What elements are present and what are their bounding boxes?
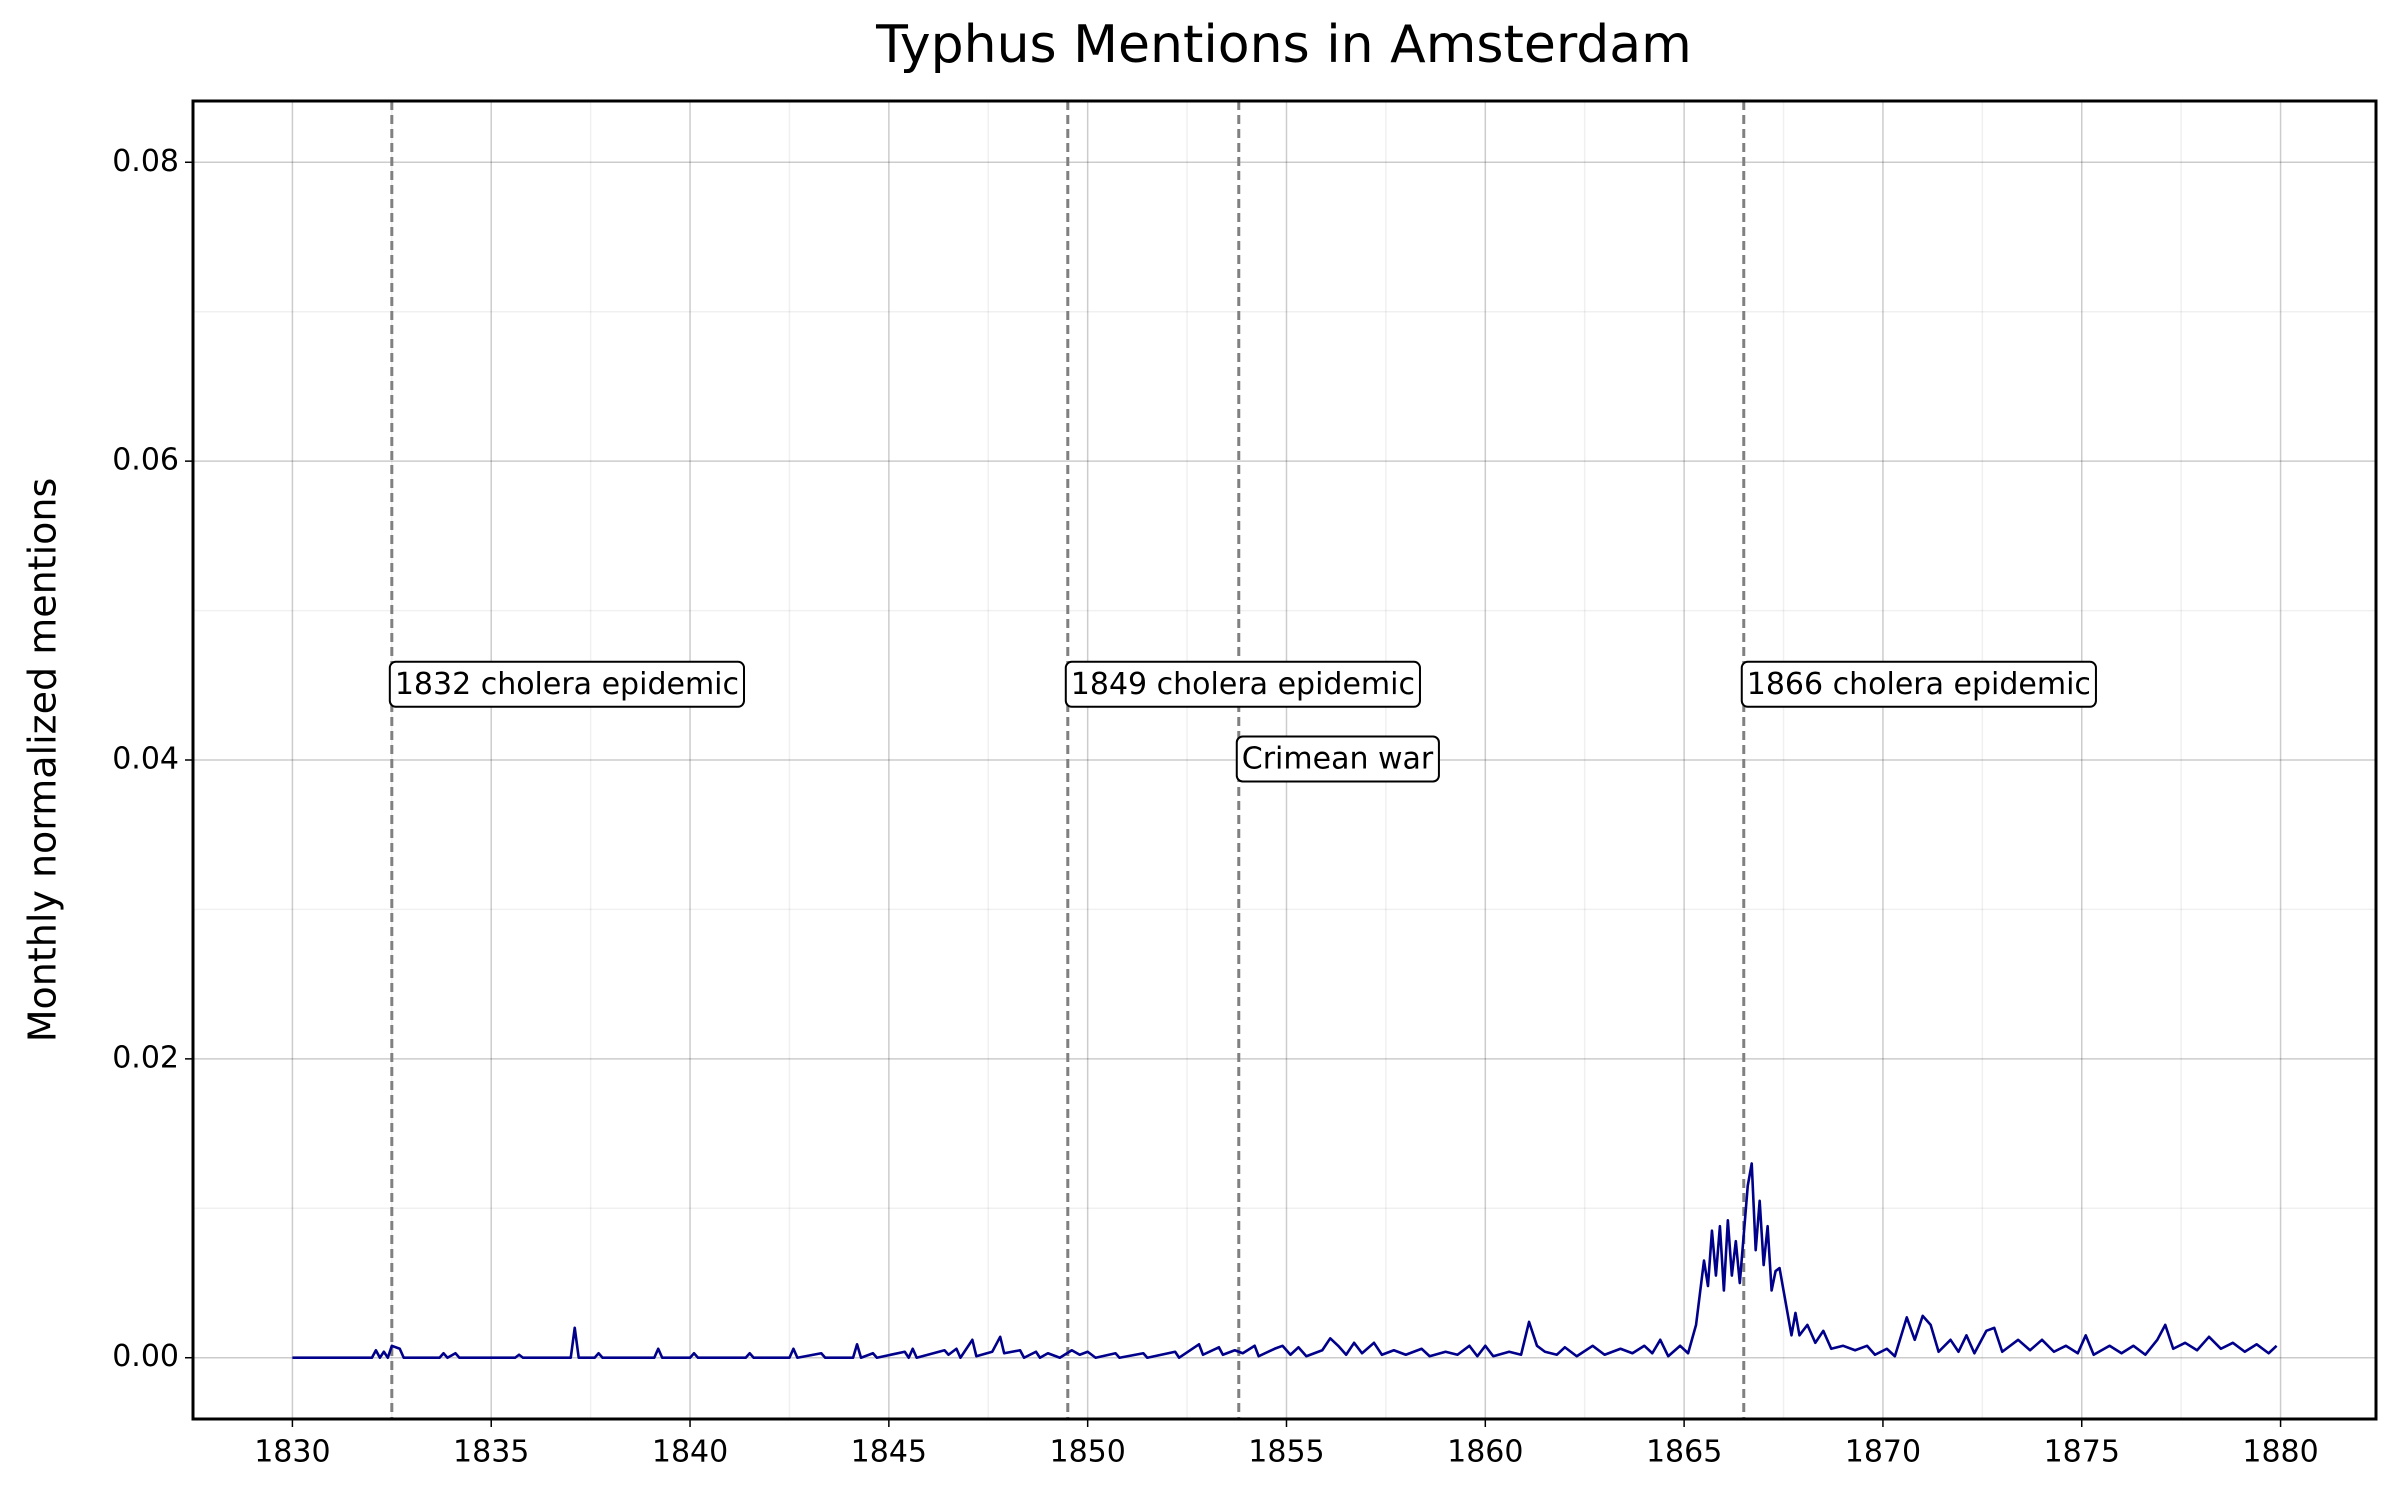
x-tick-label: 1870 bbox=[1845, 1435, 1921, 1470]
y-tick-label: 0.04 bbox=[112, 742, 179, 777]
annotation-label: 1832 cholera epidemic bbox=[395, 667, 739, 702]
y-tick-label: 0.06 bbox=[112, 443, 179, 478]
annotation: 1832 cholera epidemic bbox=[388, 660, 746, 708]
x-tick-label: 1855 bbox=[1248, 1435, 1324, 1470]
x-tick-label: 1845 bbox=[851, 1435, 927, 1470]
x-tick-label: 1860 bbox=[1447, 1435, 1523, 1470]
y-tick-label: 0.08 bbox=[112, 144, 179, 179]
x-tick-label: 1865 bbox=[1646, 1435, 1722, 1470]
plot-frame bbox=[191, 99, 2378, 1421]
chart-title: Typhus Mentions in Amsterdam bbox=[875, 15, 1692, 75]
y-axis-label: Monthly normalized mentions bbox=[21, 478, 65, 1043]
annotation-box bbox=[1740, 660, 2097, 708]
annotation-label: 1849 cholera epidemic bbox=[1071, 667, 1415, 702]
annotation-box bbox=[1235, 735, 1440, 783]
y-tick-label: 0.00 bbox=[112, 1339, 179, 1374]
x-tick-label: 1880 bbox=[2242, 1435, 2318, 1470]
x-tick-label: 1850 bbox=[1049, 1435, 1125, 1470]
annotation: 1849 cholera epidemic bbox=[1064, 660, 1421, 708]
x-tick-label: 1840 bbox=[652, 1435, 728, 1470]
annotation: 1866 cholera epidemic bbox=[1740, 660, 2097, 708]
annotation: Crimean war bbox=[1235, 735, 1440, 783]
x-tick-label: 1875 bbox=[2044, 1435, 2120, 1470]
annotation-box bbox=[388, 660, 746, 708]
x-tick-label: 1835 bbox=[453, 1435, 529, 1470]
x-tick-label: 1830 bbox=[254, 1435, 330, 1470]
annotation-label: Crimean war bbox=[1242, 742, 1434, 777]
annotation-label: 1866 cholera epidemic bbox=[1747, 667, 2091, 702]
y-tick-label: 0.02 bbox=[112, 1040, 179, 1075]
annotation-box bbox=[1064, 660, 1421, 708]
series-line bbox=[292, 1162, 2278, 1360]
